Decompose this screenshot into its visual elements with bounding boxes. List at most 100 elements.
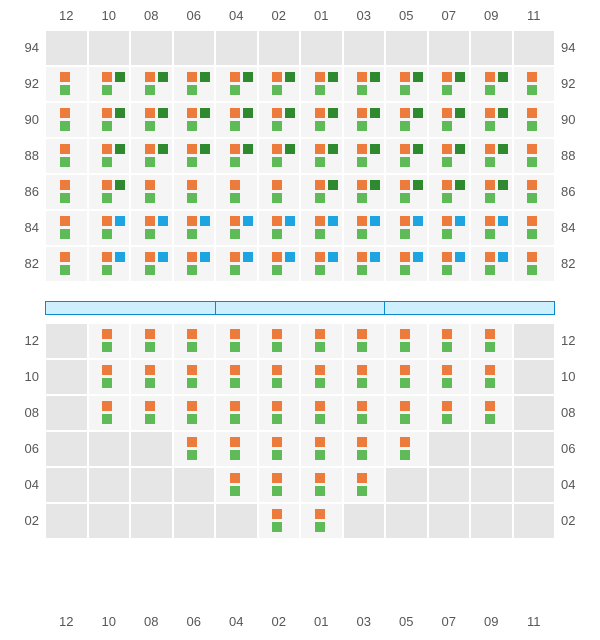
seat-square — [357, 365, 367, 375]
cell — [88, 30, 131, 66]
seat-square — [158, 108, 168, 118]
seat-square — [400, 85, 410, 95]
seat-square — [442, 229, 452, 239]
cell — [343, 102, 386, 138]
cell — [258, 246, 301, 282]
cell — [173, 359, 216, 395]
row-label-right: 10 — [561, 369, 585, 384]
cell — [300, 66, 343, 102]
cell — [343, 210, 386, 246]
divider-segment — [216, 301, 386, 315]
seat-square — [455, 72, 465, 82]
cell — [130, 323, 173, 359]
cell — [215, 66, 258, 102]
cell — [513, 395, 556, 431]
seat-square — [102, 414, 112, 424]
row-label-right: 06 — [561, 441, 585, 456]
seat-square — [498, 252, 508, 262]
seat-square — [400, 265, 410, 275]
cell — [130, 467, 173, 503]
seat-square — [485, 265, 495, 275]
cell — [215, 138, 258, 174]
seat-square — [442, 193, 452, 203]
seat-square — [115, 144, 125, 154]
cell — [215, 395, 258, 431]
cell — [300, 210, 343, 246]
seat-square — [230, 473, 240, 483]
cell — [428, 210, 471, 246]
cell — [385, 30, 428, 66]
cell — [343, 246, 386, 282]
row-label-right: 90 — [561, 112, 585, 127]
seat-square — [243, 108, 253, 118]
cell — [258, 395, 301, 431]
seat-square — [187, 378, 197, 388]
cell — [385, 174, 428, 210]
seat-square — [357, 108, 367, 118]
seat-square — [498, 180, 508, 190]
seat-square — [400, 157, 410, 167]
seat-square — [413, 144, 423, 154]
seat-square — [243, 144, 253, 154]
cell — [470, 66, 513, 102]
cell — [428, 246, 471, 282]
seat-square — [102, 378, 112, 388]
cell — [88, 503, 131, 539]
cell — [45, 431, 88, 467]
seat-square — [145, 85, 155, 95]
seat-square — [442, 365, 452, 375]
seat-square — [370, 180, 380, 190]
col-label-bottom: 01 — [309, 614, 333, 640]
cell — [428, 431, 471, 467]
seat-square — [315, 108, 325, 118]
cell — [300, 323, 343, 359]
seat-square — [272, 229, 282, 239]
cell — [88, 174, 131, 210]
col-label-bottom: 04 — [224, 614, 248, 640]
row-label-left: 90 — [15, 112, 39, 127]
seat-square — [485, 85, 495, 95]
seat-square — [527, 85, 537, 95]
seat-square — [400, 365, 410, 375]
seat-square — [315, 509, 325, 519]
cell — [130, 431, 173, 467]
seat-square — [315, 473, 325, 483]
seat-square — [230, 193, 240, 203]
cell — [258, 359, 301, 395]
seat-square — [187, 121, 197, 131]
seat-square — [527, 144, 537, 154]
cell — [385, 359, 428, 395]
seat-square — [60, 85, 70, 95]
cell — [513, 210, 556, 246]
seat-square — [315, 414, 325, 424]
seat-square — [200, 252, 210, 262]
seat-square — [400, 180, 410, 190]
seat-square — [357, 265, 367, 275]
seat-square — [315, 85, 325, 95]
row-label-left: 92 — [15, 76, 39, 91]
seat-square — [315, 216, 325, 226]
seat-square — [485, 252, 495, 262]
cell — [173, 102, 216, 138]
seat-square — [485, 121, 495, 131]
seat-square — [145, 157, 155, 167]
seat-square — [357, 85, 367, 95]
col-label-top: 05 — [394, 8, 418, 23]
seat-square — [328, 252, 338, 262]
col-label-top: 03 — [352, 8, 376, 23]
seat-square — [315, 157, 325, 167]
seat-square — [370, 72, 380, 82]
cell — [343, 30, 386, 66]
seat-square — [272, 342, 282, 352]
seat-square — [315, 486, 325, 496]
col-label-top: 01 — [309, 8, 333, 23]
seat-square — [60, 121, 70, 131]
seat-square — [230, 157, 240, 167]
seat-square — [357, 437, 367, 447]
cell — [385, 138, 428, 174]
cell — [173, 323, 216, 359]
seat-square — [485, 216, 495, 226]
seat-square — [485, 365, 495, 375]
cell — [88, 102, 131, 138]
seat-square — [285, 144, 295, 154]
